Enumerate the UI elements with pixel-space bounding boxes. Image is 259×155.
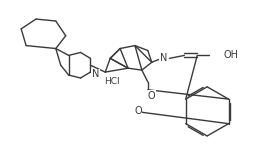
Text: N: N <box>92 69 99 79</box>
Text: N: N <box>160 53 167 63</box>
Text: HCl: HCl <box>104 77 120 86</box>
Text: O: O <box>134 106 142 116</box>
Text: OH: OH <box>224 50 238 60</box>
Text: O: O <box>148 91 156 101</box>
